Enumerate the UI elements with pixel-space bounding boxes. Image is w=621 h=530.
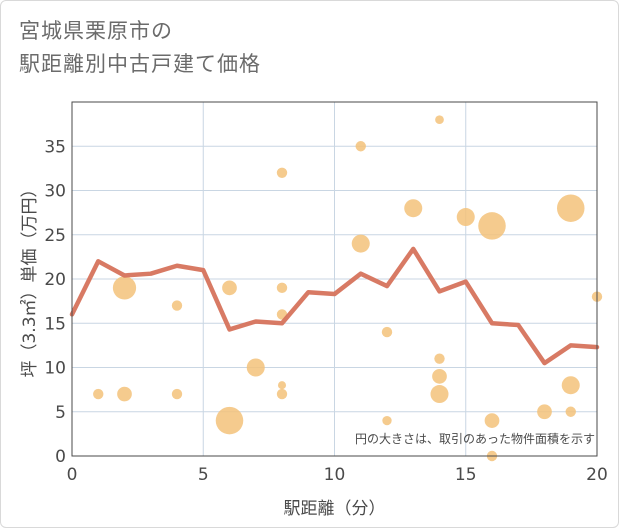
y-tick-label-6: 30 <box>44 182 66 202</box>
bubble-14 <box>351 234 370 253</box>
bubble-22 <box>456 208 475 227</box>
bubble-18 <box>435 115 444 125</box>
bubble-0 <box>93 388 104 400</box>
bubble-16 <box>382 415 392 426</box>
plot-area-border <box>71 101 598 457</box>
bubble-2 <box>117 386 132 402</box>
bubble-5 <box>222 280 237 296</box>
y-tick-label-5: 25 <box>44 226 66 246</box>
bubble-3 <box>171 300 183 311</box>
grid-lines <box>72 102 597 456</box>
bubble-26 <box>537 404 552 420</box>
y-tick-label-2: 10 <box>44 359 66 379</box>
bubble-19 <box>434 353 445 364</box>
chart-title-line1: 宮城県栗原市の <box>19 19 173 43</box>
y-tick-label-7: 35 <box>44 137 66 157</box>
bubble-28 <box>561 376 580 395</box>
bubble-11 <box>277 381 287 390</box>
x-tick-label-1: 5 <box>198 465 209 485</box>
bubble-9 <box>276 282 288 294</box>
x-tick-label-0: 0 <box>67 465 78 485</box>
trend-line <box>69 246 600 366</box>
y-tick-label-3: 15 <box>44 314 66 334</box>
y-tick-label-4: 20 <box>44 270 66 290</box>
chart-title-line2: 駅距離別中古戸建て価格 <box>19 52 261 76</box>
bubble-13 <box>355 141 366 152</box>
y-axis-label: 坪（3.3㎡）単価（万円） <box>20 180 40 377</box>
y-axis-ticks: 0 5 10 15 20 25 30 35 <box>44 137 66 467</box>
trend-line-series <box>69 246 600 366</box>
bubble-27 <box>556 194 585 222</box>
x-axis-label: 駅距離（分） <box>284 499 386 519</box>
chart-title: 宮城県栗原市の 駅距離別中古戸建て価格 <box>19 15 261 81</box>
bubble-1 <box>112 276 137 300</box>
bubble-21 <box>430 385 449 404</box>
x-axis-ticks: 0 5 10 15 20 <box>67 465 608 485</box>
bubble-23 <box>478 212 506 240</box>
bubble-29 <box>565 406 576 417</box>
y-tick-label-1: 5 <box>55 403 66 423</box>
bubble-20 <box>432 368 447 384</box>
x-tick-label-2: 10 <box>324 465 346 485</box>
bubble-8 <box>276 167 288 178</box>
bubble-7 <box>246 358 265 377</box>
size-legend-note: 円の大きさは、取引のあった物件面積を示す <box>355 431 595 446</box>
bubble-15 <box>381 326 393 338</box>
bubble-series <box>93 115 603 462</box>
bubble-4 <box>171 388 183 400</box>
bubble-17 <box>404 199 423 218</box>
bubble-12 <box>276 388 288 400</box>
y-tick-label-0: 0 <box>55 447 66 467</box>
x-tick-label-3: 15 <box>455 465 477 485</box>
bubble-6 <box>215 406 244 435</box>
bubble-24 <box>484 413 500 428</box>
x-tick-label-4: 20 <box>586 465 608 485</box>
